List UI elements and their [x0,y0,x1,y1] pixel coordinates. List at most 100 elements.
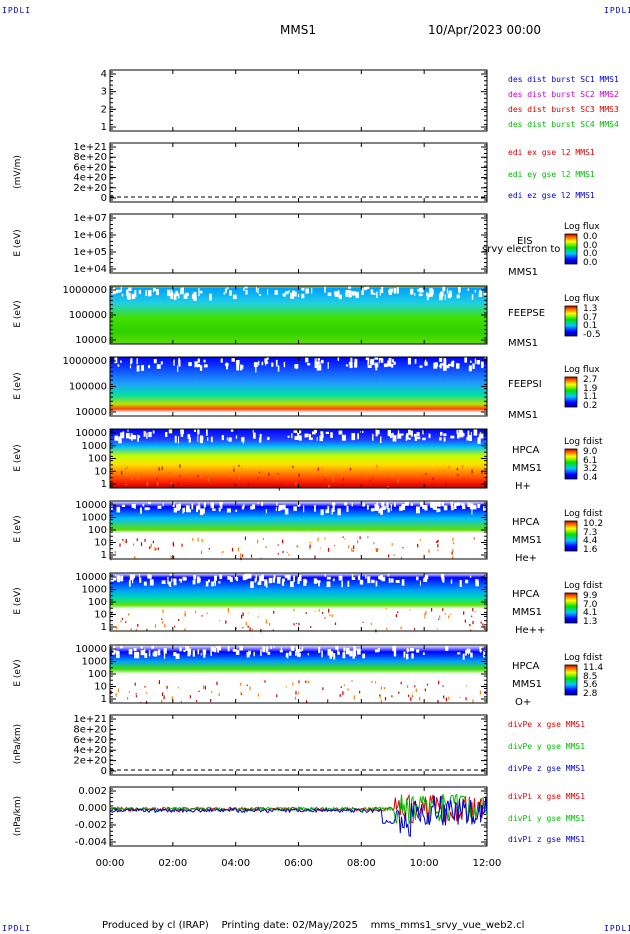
hpca_h-speckle [200,475,202,479]
hpca_he-gap [477,504,481,509]
hpca_h-speckle [135,485,137,488]
hpca_he-gap [450,501,453,507]
hpca_he-speckle [309,544,311,548]
hpca_he-gap [265,509,267,514]
feepsi-colorbar-value: 0.2 [583,400,598,411]
hpca_o-speckle [479,690,481,695]
hpca_he-gap [144,507,149,511]
feepse-gap [471,294,474,300]
feepsi-gap [148,365,151,369]
hpca_hepp-speckle [116,626,118,630]
hpca_o-speckle [276,694,278,697]
feepsi-gap [235,360,240,365]
hpca_o-speckle [437,700,439,704]
hpca_h-speckle [376,464,378,469]
hpca_h-colorbar-value: 6.1 [583,455,598,466]
xtick-label: 02:00 [158,858,187,869]
hpca_h-speckle [278,486,280,491]
hpca_hepp-gap [178,578,182,582]
hpca_hepp-gap [264,579,268,587]
hpca_o-gap [286,652,289,659]
hpca_he-gap [382,505,386,511]
hpca_he-ytick-label: 10000 [75,500,107,511]
feepse-ylabel: E (eV) [13,300,23,328]
hpca_h-gap [408,429,411,435]
hpca_hepp-gap [198,577,201,583]
hpca_hepp-gap [440,573,445,578]
hpca_he-gap [331,502,336,506]
hpca_hepp-speckle [331,614,333,617]
hpca_o-gap [280,647,283,652]
hpca_h-colorbar-value: 9.0 [583,447,598,457]
feepse-gap [274,290,278,295]
hpca_hepp-gap [192,580,196,585]
hpca_hepp-speckle [184,611,186,613]
feepse-gap [429,292,433,297]
hpca_o-gap [466,648,471,654]
hpca_hepp-gap [196,576,200,584]
feepsi-gap [407,357,411,365]
hpca_o-speckle [163,695,165,700]
feepse-gap [243,288,245,291]
hpca_o-gap [133,648,137,651]
feepse-ytick-label: 10000 [75,335,107,346]
hpca_he-speckle [154,546,156,551]
feepsi-gap [283,361,286,368]
hpca_o-gap [479,646,482,652]
hpca_he-gap [284,508,289,515]
hpca_he-speckle [319,547,321,549]
hpca_o-speckle [410,697,412,701]
hpca_hepp-speckle [227,608,229,612]
feepse-gap [324,286,326,293]
hpca_h-speckle [445,483,447,487]
hpca_o-gap [140,650,145,656]
hpca_he-gap [191,503,194,510]
hpca_he-gap [148,507,151,510]
hpca_he-speckle [250,554,253,558]
feepse-gap [444,294,446,300]
hpca_hepp-gap [423,577,428,582]
feepse-colorbar-title: Log flux [564,294,600,304]
hpca_o-gap [406,653,409,660]
hpca_he-speckle [150,543,152,548]
feepse-gap [113,289,118,294]
hpca_o-speckle [257,693,260,697]
feepse-gap [180,287,184,292]
hpca_he-speckle [428,549,430,553]
feepse-gap [292,290,295,295]
hpca_h-gap [165,432,168,437]
hpca_hepp-gap [341,580,343,588]
hpca_hepp-speckle [438,618,440,620]
feepse-gap [126,294,128,298]
hpca_o-gap [357,648,361,655]
feepsi-gap [188,362,192,367]
hpca_he-speckle [327,547,330,552]
hpca_he-gap [344,502,348,506]
hpca_hepp-gap [381,576,386,582]
feepsi-gap [379,358,382,361]
hpca_hepp-speckle [413,628,416,631]
hpca_he-gap [441,502,445,507]
hpca_hepp-speckle [431,608,433,612]
feepse-gap [361,288,364,295]
hpca_hepp-speckle [174,625,176,628]
feepsi-gap [444,359,447,365]
eis-label-0: EIS [517,236,533,247]
hpca_o-gap [246,652,249,655]
hpca_h-speckle [131,477,133,481]
hpca_o-speckle [359,690,361,694]
hpca_he-gap [390,504,392,511]
hpca_h-gap [132,435,137,440]
feepsi-gap [129,365,132,369]
burst-ytick-label: 1 [101,122,107,133]
hpca_hepp-speckle [395,614,397,617]
hpca_hepp-gap [171,578,173,583]
hpca_hepp-gap [143,581,147,586]
hpca_o-speckle [285,686,287,688]
feepse-gap [184,292,189,297]
hpca_he-speckle [119,543,121,547]
hpca_h-speckle [369,479,371,482]
hpca_he-gap [172,502,175,507]
eis-colorbar-value: 0.0 [583,249,598,259]
hpca_h-speckle [471,469,473,474]
